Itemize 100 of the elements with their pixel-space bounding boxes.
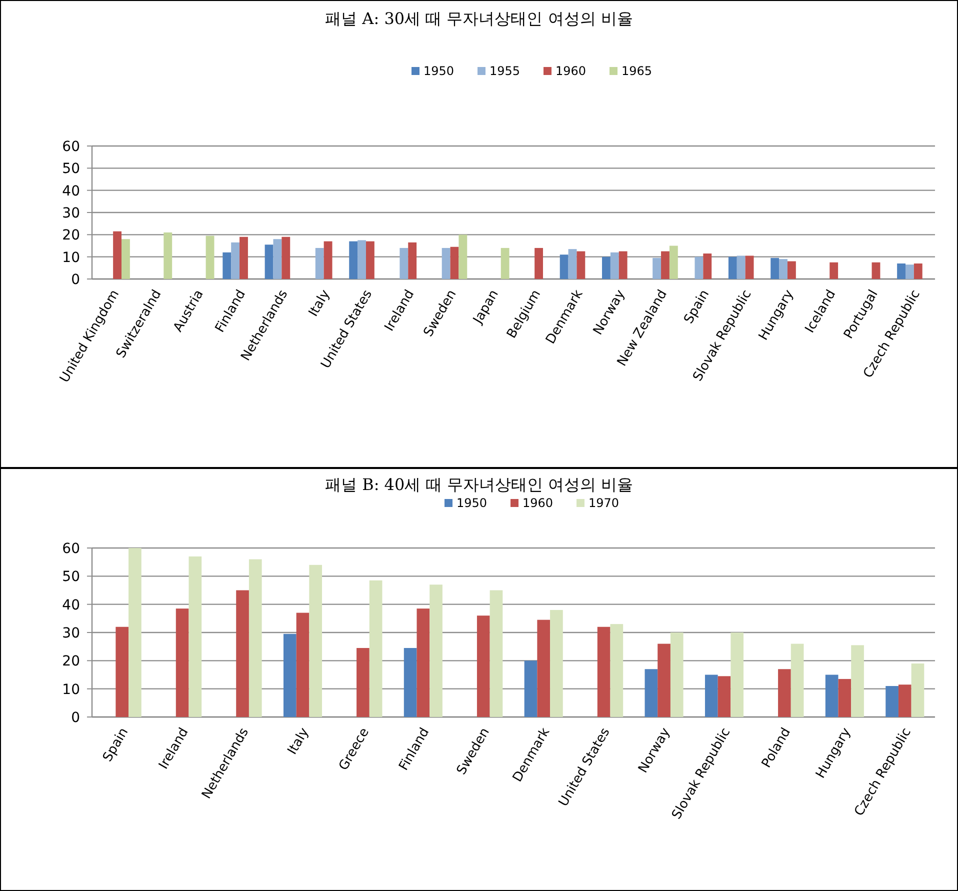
bar [694,256,704,279]
bar [897,263,906,279]
y-tick-label: 0 [71,272,80,288]
y-tick-label: 50 [62,161,80,178]
bar [476,616,490,717]
bar [787,261,796,279]
bar [610,624,624,717]
bar [652,258,662,279]
bar [718,676,731,717]
bar [602,256,610,279]
y-tick-label: 30 [62,206,80,222]
bar [534,248,544,279]
bar [430,584,442,717]
bar [524,660,538,717]
bar [176,608,189,717]
bar [597,626,610,717]
bar [358,240,366,279]
bar [231,242,240,279]
bar [309,564,322,717]
bar [905,264,914,279]
bar [240,236,248,279]
y-tick-label: 20 [62,654,80,670]
bar [838,678,852,717]
y-tick-label: 10 [62,682,80,698]
y-tick-label: 10 [62,250,80,266]
bar [825,674,838,717]
legend-label: 1950 [424,64,454,78]
bar [416,608,430,717]
bar [324,241,332,279]
y-tick-label: 60 [62,541,80,557]
bar [898,684,912,717]
y-tick-label: 60 [62,139,80,155]
bar [703,254,712,279]
bar [736,256,746,279]
bar [122,239,130,279]
bar [886,686,898,717]
bar [404,648,417,717]
legend-label: 1970 [588,496,620,510]
bar [188,556,202,717]
bar [618,251,628,279]
bar [644,669,658,717]
y-tick-label: 40 [62,597,80,614]
bar [500,248,510,279]
bar [537,620,550,717]
bar [661,251,670,279]
bar [658,644,670,717]
bar [450,246,459,279]
bar [400,248,408,279]
bar [296,612,310,717]
bar [778,669,791,717]
bar [164,232,172,279]
bar [222,252,232,279]
y-tick-label: 30 [62,626,80,642]
bar [610,252,619,279]
bar [911,663,924,717]
legend-label: 1960 [556,64,586,78]
legend-label: 1955 [490,64,520,78]
legend-label: 1950 [456,496,488,510]
bar [264,244,274,279]
bar [669,246,678,279]
bar [670,632,684,717]
chart-title: 패널 B: 40세 때 무자녀상태인 여성의 비율 [324,475,634,494]
bar [728,256,737,279]
bar [366,241,374,279]
bar [282,236,290,279]
y-tick-label: 40 [62,183,80,200]
bar [369,580,382,717]
bar [568,249,577,279]
y-tick-label: 0 [71,710,80,726]
bar [315,248,324,279]
chart-title: 패널 A: 30세 때 무자녀상태인 여성의 비율 [325,9,633,28]
bar [408,242,417,279]
bar [550,610,563,717]
bar [704,674,718,717]
legend-label: 1960 [522,496,554,510]
bar [206,236,214,279]
bar [116,626,129,717]
bar [851,645,864,717]
bar [128,548,142,717]
bar [745,256,754,279]
bar [356,648,370,717]
bar [113,231,122,279]
bar [490,590,503,717]
bar [830,262,838,279]
bar [914,263,922,279]
y-tick-label: 20 [62,228,80,244]
bar [283,634,296,717]
bar [236,590,249,717]
bar [442,248,450,279]
legend-label: 1965 [622,64,652,78]
bar [730,632,744,717]
bar [770,258,780,279]
bar [576,251,586,279]
bar [872,262,880,279]
bar [458,234,468,279]
bar [248,559,262,717]
bar [349,241,358,279]
bar [560,254,568,279]
bar [790,644,804,717]
bar [273,239,282,279]
